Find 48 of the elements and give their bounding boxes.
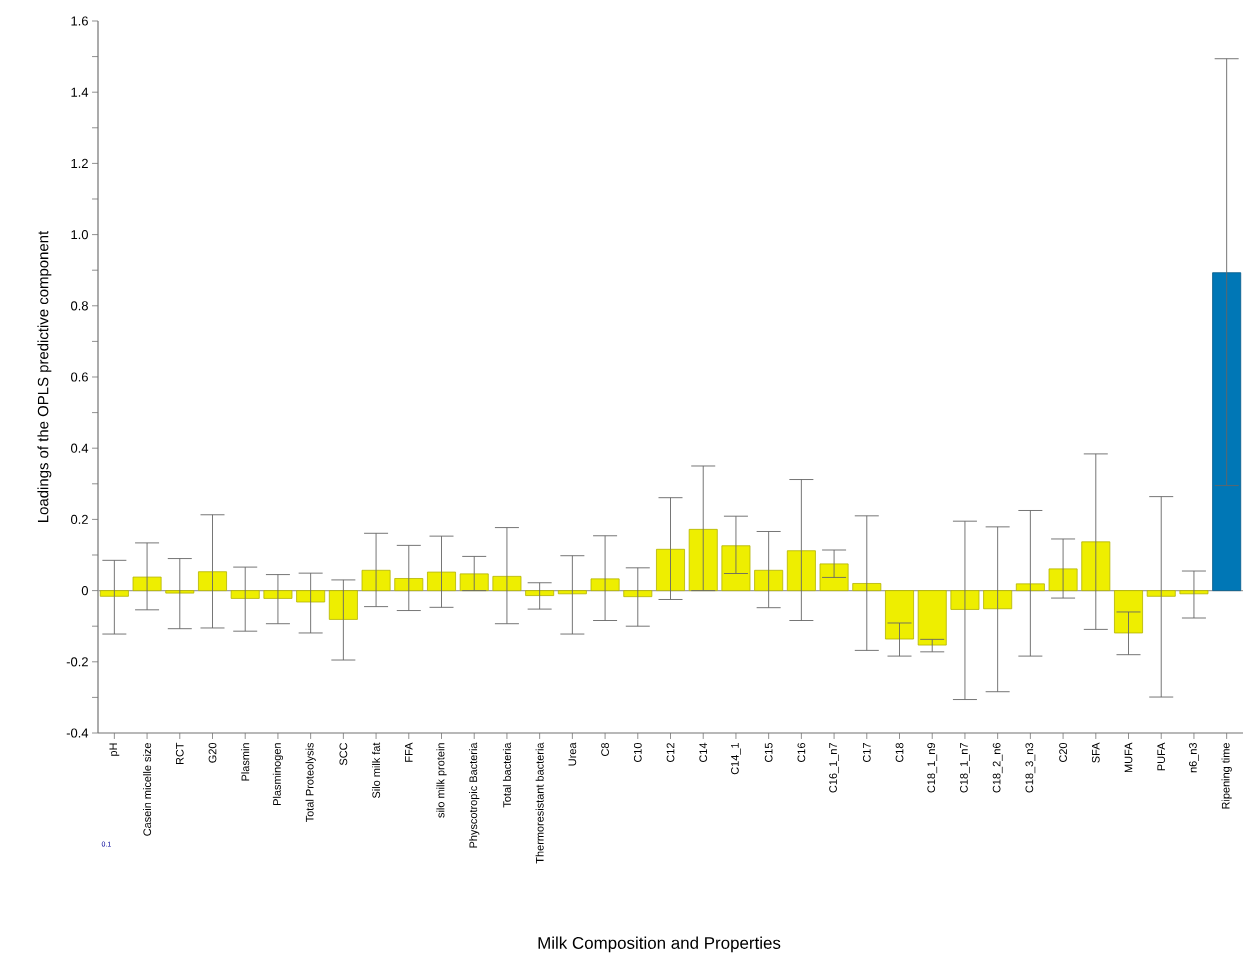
x-tick-label: C18_3_n3 [1025, 743, 1036, 793]
y-axis-title: Loadings of the OPLS predictive component [37, 230, 52, 522]
x-tick-label: Total bacteria [502, 742, 511, 808]
x-tick-label: Silo milk fat [372, 742, 381, 799]
y-tick-label: 0.6 [71, 372, 88, 382]
x-tick-label: C18 [895, 742, 904, 763]
x-tick-label: C14 [699, 742, 708, 763]
y-tick-label: 1.4 [71, 87, 89, 97]
x-tick-label: Ripening time [1221, 743, 1232, 809]
x-tick-label: C8 [601, 742, 609, 756]
x-tick-label: FFA [405, 742, 413, 762]
x-tick-label: Thermoresistant bacteria [535, 742, 544, 864]
x-tick-label: C10 [633, 742, 642, 763]
x-tick-label: C17 [862, 743, 871, 763]
x-tick-label: C12 [666, 743, 675, 763]
y-tick-label: 1.6 [71, 16, 88, 26]
x-tick-label: SCC [339, 742, 348, 766]
x-tick-label: C18_1_n9 [927, 743, 938, 793]
y-tick-label: -0.4 [66, 728, 89, 738]
x-tick-label: pH [109, 743, 120, 756]
x-tick-label: Plasmin [241, 743, 250, 781]
x-tick-label: Total Proteolysis [305, 742, 316, 823]
x-tick-label: RCT [175, 742, 184, 765]
x-tick-label: Casein micelle size [143, 743, 152, 836]
x-tick-label: silo milk protein [436, 743, 447, 818]
y-tick-label: -0.2 [66, 657, 88, 667]
x-tick-label: Physcotropic Bacteria [469, 742, 480, 848]
x-tick-label: SFA [1091, 742, 1100, 763]
x-tick-label: C16_1_n7 [829, 743, 839, 793]
x-tick-label: C18_2_n6 [992, 743, 1003, 793]
x-tick-label: MUFA [1124, 742, 1133, 773]
y-tick-label: 0.2 [71, 514, 88, 524]
x-tick-label: Plasminogen [272, 743, 284, 805]
x-axis-title: Milk Composition and Properties [538, 936, 781, 953]
y-tick-label: 0.4 [71, 443, 89, 453]
y-tick-label: 1.0 [71, 230, 88, 240]
x-tick-label: G20 [208, 742, 217, 763]
y-tick-label: 1.2 [71, 158, 88, 168]
x-tick-label: C14_1 [731, 743, 741, 775]
x-tick-label: PUFA [1157, 742, 1166, 771]
x-tick-label: n6_n3 [1189, 742, 1199, 773]
x-tick-label: Urea [568, 742, 577, 766]
x-tick-label: C18_1_n7 [960, 743, 970, 793]
x-tick-label: C15 [764, 742, 773, 763]
x-tick-label: C20 [1059, 742, 1067, 763]
x-tick-label: C16 [797, 742, 806, 763]
y-tick-label: 0 [81, 586, 88, 596]
y-tick-label: 0.8 [71, 301, 88, 311]
